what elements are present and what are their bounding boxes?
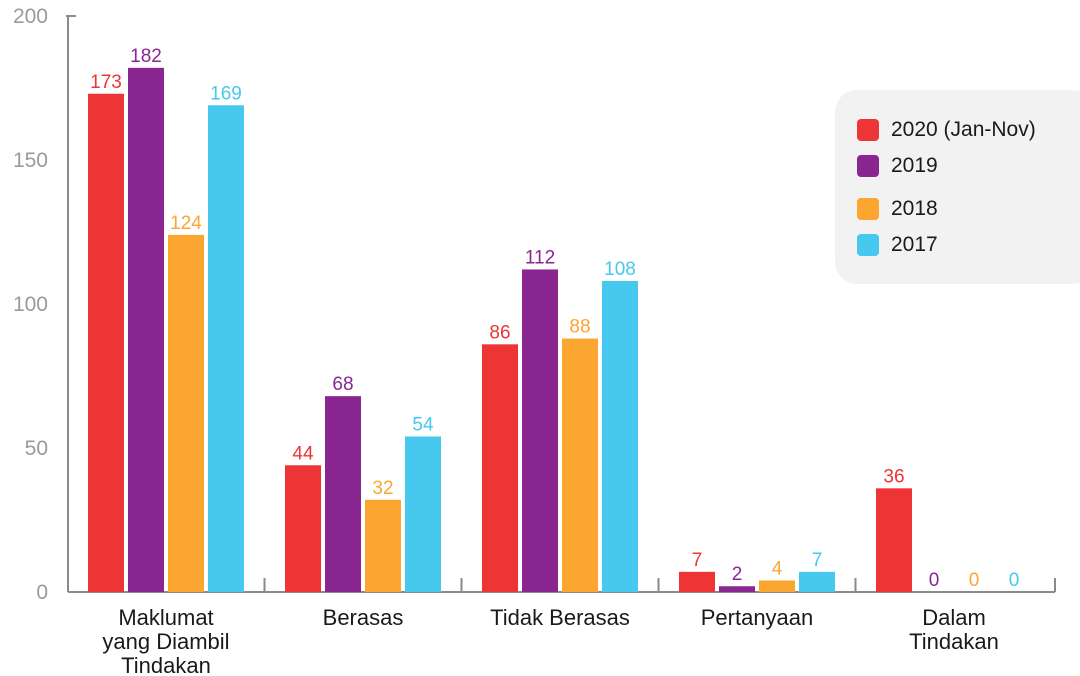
- data-label: 44: [292, 443, 314, 464]
- data-label: 88: [569, 317, 590, 338]
- data-label: 173: [90, 72, 122, 93]
- legend-swatch-2017: [857, 234, 879, 256]
- legend: 2020 (Jan-Nov) 2019 2018 2017: [835, 90, 1080, 284]
- legend-item-2020: 2020 (Jan-Nov): [857, 118, 1036, 142]
- bars: [88, 67, 912, 593]
- legend-label-2018: 2018: [891, 197, 938, 220]
- data-label: 4: [772, 558, 783, 579]
- y-tick-label: 150: [13, 149, 48, 172]
- data-label: 124: [170, 213, 202, 234]
- data-label: 86: [489, 322, 510, 343]
- data-label: 2: [732, 564, 743, 585]
- data-label: 32: [372, 478, 393, 499]
- bar: [88, 93, 124, 592]
- data-label: 36: [883, 466, 904, 487]
- x-category-label: Dalam: [922, 605, 986, 630]
- y-tick-label: 50: [25, 437, 48, 460]
- bar: [719, 586, 755, 592]
- bar: [679, 571, 715, 592]
- legend-label-2019: 2019: [891, 154, 938, 177]
- data-labels: 173 182 124 169 44 68 32 54 86 112 88 108 7 2 4 7 36 0 0 0: [90, 46, 1019, 591]
- data-label: 7: [812, 550, 823, 571]
- legend-item-2019: 2019: [857, 154, 938, 178]
- bar: [759, 580, 795, 592]
- data-label: 54: [412, 414, 434, 435]
- legend-label-2020: 2020 (Jan-Nov): [891, 118, 1036, 141]
- bar: [876, 488, 912, 592]
- bar: [325, 396, 361, 592]
- x-category-label: Tidak Berasas: [490, 605, 630, 630]
- legend-swatch-2020: [857, 119, 879, 141]
- bar: [208, 105, 244, 592]
- bar: [799, 571, 835, 592]
- data-label: 169: [210, 83, 242, 104]
- bar: [168, 234, 204, 592]
- data-label: 0: [929, 570, 940, 591]
- x-category-label: Maklumat: [118, 605, 213, 630]
- bar: [365, 499, 401, 592]
- bar: [602, 280, 638, 592]
- data-label: 108: [604, 259, 636, 280]
- data-label: 112: [525, 247, 555, 268]
- bar: [522, 269, 558, 592]
- data-label: 182: [130, 46, 162, 67]
- bar: [482, 344, 518, 592]
- y-tick-label: 0: [36, 581, 48, 604]
- x-category-label: Tindakan: [909, 629, 999, 654]
- x-category-label: Tindakan: [121, 653, 211, 676]
- legend-swatch-2018: [857, 198, 879, 220]
- data-label: 0: [1009, 570, 1020, 591]
- y-axis-ticks: 0 50 100 150 200: [13, 5, 48, 604]
- bar: [285, 465, 321, 592]
- data-label: 7: [692, 550, 703, 571]
- legend-swatch-2019: [857, 155, 879, 177]
- x-category-label: Berasas: [323, 605, 404, 630]
- legend-label-2017: 2017: [891, 233, 938, 256]
- legend-item-2018: 2018: [857, 197, 938, 221]
- bar: [128, 67, 164, 593]
- x-category-label: Pertanyaan: [701, 605, 814, 630]
- data-label: 68: [332, 374, 353, 395]
- data-label: 0: [969, 570, 980, 591]
- x-category-label: yang Diambil: [102, 629, 229, 654]
- bar: [562, 338, 598, 592]
- bar: [405, 436, 441, 592]
- legend-item-2017: 2017: [857, 233, 938, 257]
- y-tick-label: 100: [13, 293, 48, 316]
- y-tick-label: 200: [13, 5, 48, 28]
